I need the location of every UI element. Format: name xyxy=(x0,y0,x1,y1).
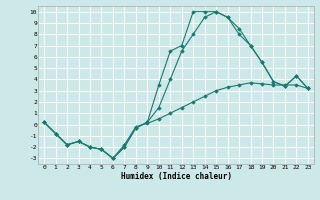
X-axis label: Humidex (Indice chaleur): Humidex (Indice chaleur) xyxy=(121,172,231,181)
